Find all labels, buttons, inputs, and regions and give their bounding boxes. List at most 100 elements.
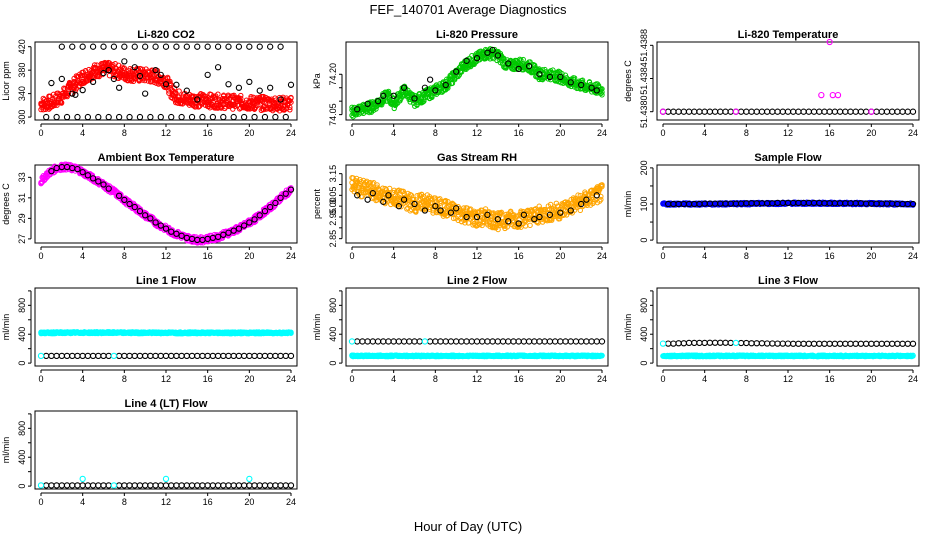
data-point xyxy=(74,165,81,173)
x-tick-label: 16 xyxy=(825,128,835,138)
series-1 xyxy=(58,43,284,50)
data-point xyxy=(364,196,371,203)
data-point xyxy=(553,200,560,206)
data-point xyxy=(256,43,263,50)
x-tick-label: 12 xyxy=(161,128,171,138)
x-tick-label: 16 xyxy=(514,128,524,138)
data-point xyxy=(176,88,182,94)
y-tick-label: 3.05 xyxy=(328,187,338,205)
data-point xyxy=(450,215,457,222)
data-point xyxy=(79,86,86,94)
panel-title: Sample Flow xyxy=(754,152,822,164)
y-tick-label: 74.05 xyxy=(328,103,338,126)
data-point xyxy=(426,76,434,83)
data-point xyxy=(214,233,222,240)
data-point xyxy=(238,92,244,99)
data-point xyxy=(235,43,243,50)
data-point xyxy=(385,88,392,95)
plot-frame xyxy=(345,287,609,367)
data-point xyxy=(546,73,554,81)
data-point xyxy=(199,113,206,121)
y-axis-label: Licor ppm xyxy=(1,61,11,101)
x-tick-label: 24 xyxy=(286,251,296,261)
data-point xyxy=(95,178,102,185)
data-point xyxy=(178,113,185,121)
y-tick-label: 380 xyxy=(17,63,27,78)
x-tick-label: 0 xyxy=(38,251,43,261)
x-tick-label: 8 xyxy=(433,374,438,384)
data-point xyxy=(461,205,467,211)
data-point xyxy=(442,81,449,89)
y-axis-label: percent xyxy=(312,188,322,219)
data-point xyxy=(95,113,102,121)
data-point xyxy=(267,43,274,50)
data-point xyxy=(453,68,460,75)
y-tick-label: 51.4388 xyxy=(639,29,649,62)
x-tick-label: 12 xyxy=(783,128,793,138)
data-point xyxy=(79,169,86,176)
plot-frame xyxy=(345,41,609,121)
x-tick-label: 20 xyxy=(555,251,565,261)
data-point xyxy=(58,100,65,106)
data-point xyxy=(167,78,173,85)
data-point xyxy=(484,49,491,56)
data-point xyxy=(578,200,585,208)
data-point xyxy=(732,108,740,115)
x-tick-label: 4 xyxy=(391,374,396,384)
series-1 xyxy=(659,38,875,115)
data-point xyxy=(826,38,833,46)
data-point xyxy=(599,89,605,95)
panel-title: Line 1 Flow xyxy=(136,275,196,287)
data-point xyxy=(515,220,522,227)
data-point xyxy=(411,200,418,208)
data-point xyxy=(79,43,86,50)
data-point xyxy=(152,43,159,50)
y-tick-label: 51.4384 xyxy=(639,62,649,95)
data-point xyxy=(354,192,361,199)
data-point xyxy=(72,91,79,98)
data-point xyxy=(173,230,180,237)
y-tick-label: 31 xyxy=(17,193,27,203)
data-point xyxy=(567,79,574,86)
plot-frame xyxy=(656,41,920,121)
data-point xyxy=(463,57,470,64)
y-tick-label: 400 xyxy=(17,327,27,342)
data-point xyxy=(437,196,443,202)
data-point xyxy=(531,216,538,223)
y-tick-label: 3.15 xyxy=(328,165,338,183)
data-point xyxy=(489,46,496,54)
data-point xyxy=(473,213,481,221)
data-point xyxy=(272,199,279,207)
data-point xyxy=(220,231,227,238)
data-point xyxy=(429,94,435,101)
data-point xyxy=(437,207,444,214)
data-point xyxy=(546,211,554,218)
data-point xyxy=(378,102,385,108)
data-point xyxy=(48,168,55,175)
x-tick-label: 12 xyxy=(783,251,793,261)
x-tick-label: 24 xyxy=(597,251,607,261)
data-point xyxy=(353,175,360,182)
data-point xyxy=(476,212,482,219)
data-point xyxy=(126,200,133,208)
y-tick-label: 29 xyxy=(17,213,27,223)
data-point xyxy=(462,220,468,226)
data-point xyxy=(110,43,118,50)
plot-frame xyxy=(345,164,609,244)
data-point xyxy=(515,65,522,73)
y-axis-label: degrees C xyxy=(623,60,633,102)
data-point xyxy=(497,210,504,217)
data-point xyxy=(520,211,528,218)
data-point xyxy=(69,90,76,97)
data-point xyxy=(89,175,97,182)
data-point xyxy=(267,206,274,213)
data-point xyxy=(364,100,371,108)
y-axis-label: ml/min xyxy=(1,314,11,341)
data-point xyxy=(287,98,293,104)
data-point xyxy=(411,95,418,102)
x-tick-label: 20 xyxy=(555,128,565,138)
